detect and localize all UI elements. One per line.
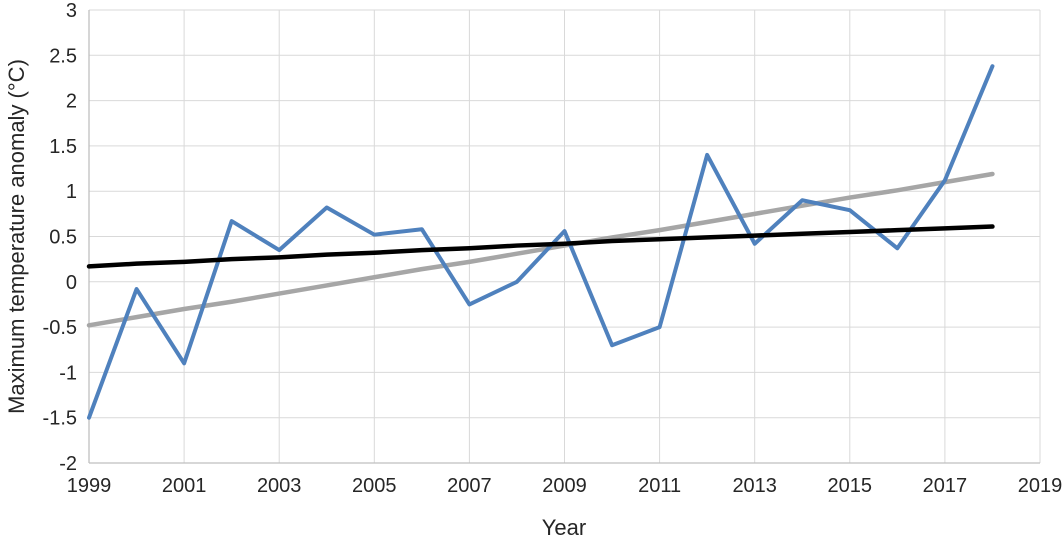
y-tick-label: 1 — [66, 181, 77, 203]
y-axis-title: Maximum temperature anomaly (°C) — [4, 59, 29, 414]
series-linear_trend_gray-line — [86, 171, 995, 328]
x-tick-label: 2003 — [257, 475, 302, 497]
gridlines — [89, 9, 1041, 463]
y-tick-label: -1.5 — [43, 408, 77, 430]
series-annual_anomaly_blue-line — [87, 64, 995, 420]
x-axis-title: Year — [542, 515, 586, 540]
axis-lines — [88, 10, 1040, 464]
x-tick-label: 2009 — [542, 475, 587, 497]
y-tick-label: 0 — [66, 272, 77, 294]
x-tick-label: 2007 — [447, 475, 492, 497]
x-tick-label: 2011 — [638, 475, 681, 497]
x-tick-label: 2001 — [162, 475, 207, 497]
y-tick-label: 2.5 — [49, 45, 77, 67]
y-tick-label: -2 — [59, 453, 77, 475]
y-tick-label: -1 — [59, 362, 77, 384]
x-tick-label: 2005 — [352, 475, 397, 497]
x-tick-label: 2013 — [732, 475, 777, 497]
x-tick-label: 2017 — [923, 475, 968, 497]
y-tick-label: -0.5 — [43, 317, 77, 339]
data-series — [86, 64, 995, 420]
y-tick-label: 2 — [66, 91, 77, 113]
y-tick-label: 3 — [66, 0, 77, 22]
y-tick-label: 0.5 — [49, 227, 77, 249]
x-tick-label: 1999 — [67, 475, 112, 497]
x-tick-label: 2015 — [828, 475, 873, 497]
series-smoothed_trend_black-line — [86, 224, 995, 269]
x-tick-label: 2019 — [1018, 475, 1063, 497]
y-tick-label: 1.5 — [49, 136, 77, 158]
